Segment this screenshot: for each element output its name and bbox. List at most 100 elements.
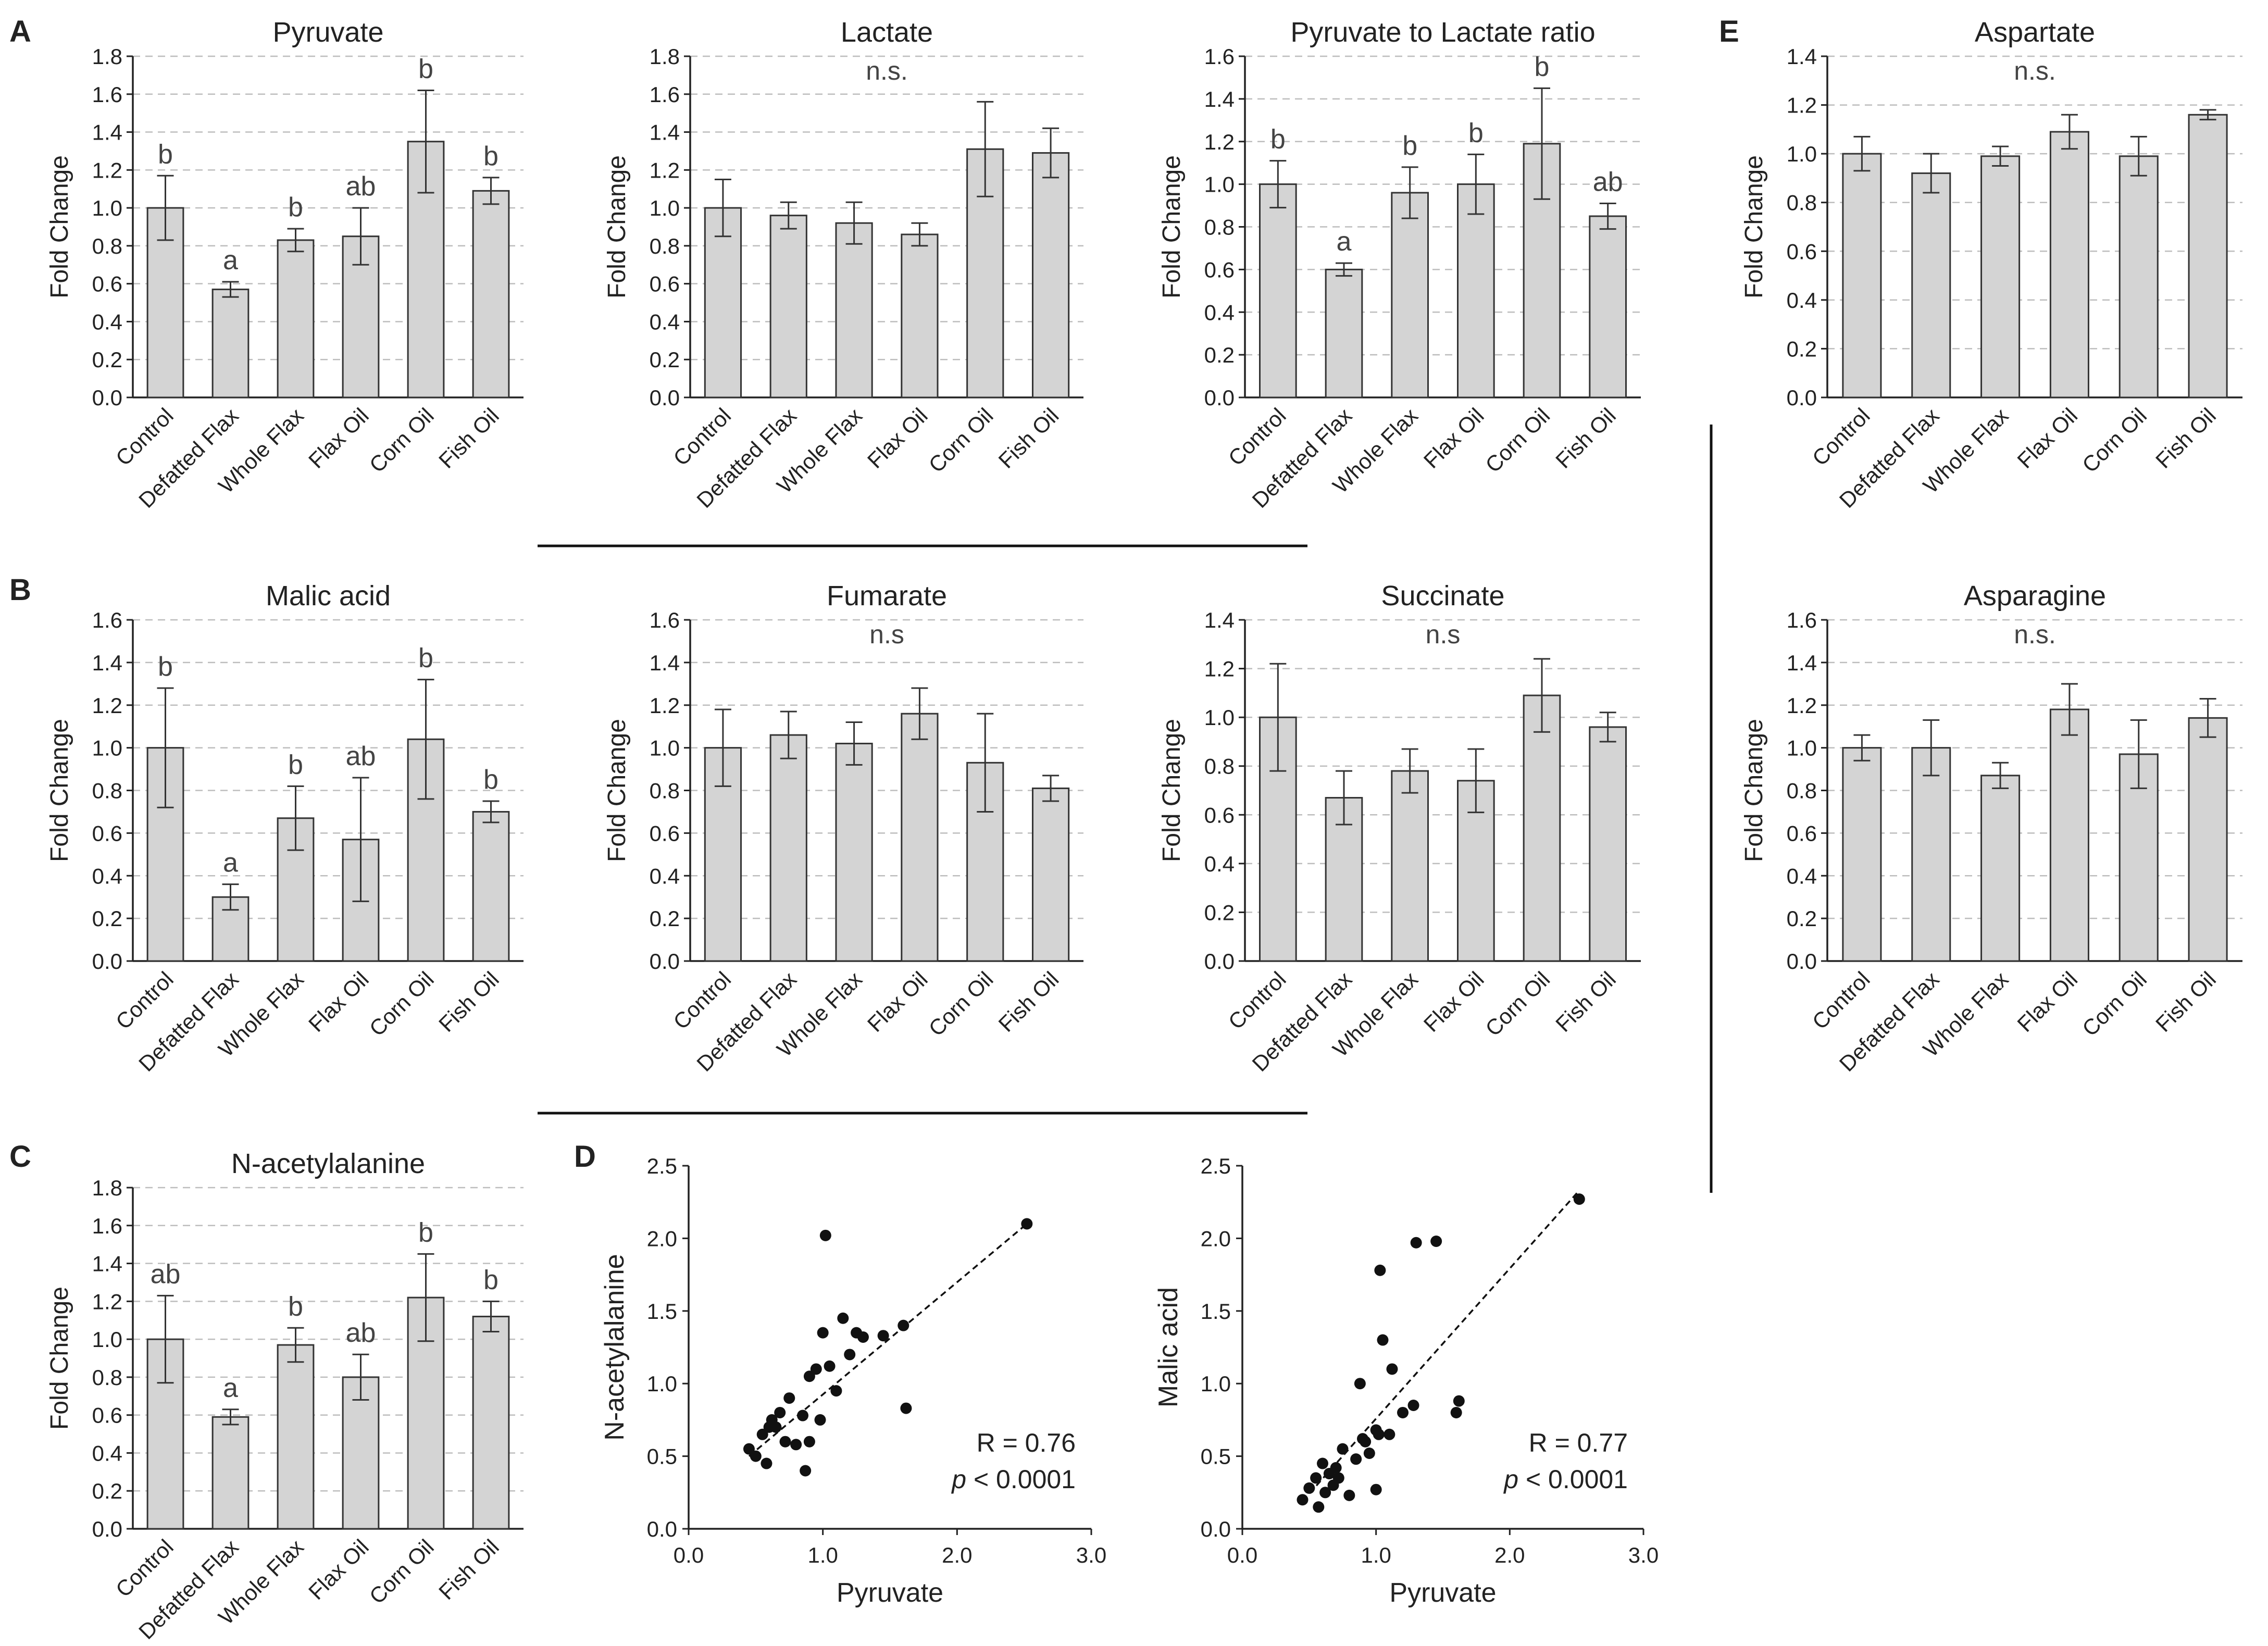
y-tick-label: 0.0	[650, 385, 680, 410]
y-tick-label: 0.4	[92, 309, 122, 334]
y-tick-label: 1.6	[92, 608, 122, 632]
x-category-label: Control	[668, 967, 736, 1034]
bar	[1325, 268, 1363, 398]
data-point	[1384, 1428, 1395, 1440]
data-point	[1450, 1406, 1462, 1418]
y-tick-label: 0.6	[650, 821, 680, 845]
p-value-text: p < 0.0001	[1503, 1465, 1628, 1494]
x-tick-label: 3.0	[1628, 1543, 1659, 1567]
bar	[2188, 114, 2228, 398]
y-tick-label: 1.0	[1204, 172, 1235, 197]
x-category-label: Fish Oil	[434, 1535, 504, 1604]
data-point	[1430, 1235, 1442, 1247]
significance-letter: ab	[151, 1259, 181, 1289]
significance-letter: b	[158, 652, 173, 682]
chart-title: Succinate	[1381, 580, 1504, 612]
x-tick-label: 0.0	[1227, 1543, 1257, 1567]
data-point	[779, 1436, 791, 1448]
chart-lactate: 0.0 0.2 0.4 0.6 0.8 1.0 1.2 1.4 1.6 1.8 Fold Chang…	[603, 17, 1083, 513]
y-axis-label: Malic acid	[1153, 1287, 1183, 1407]
significance-letter: b	[483, 765, 499, 795]
x-category-label: Flax Oil	[304, 403, 373, 473]
significance-letter: b	[1535, 52, 1550, 82]
x-category-label: Flax Oil	[1419, 967, 1489, 1037]
y-tick-label: 0.0	[92, 949, 122, 974]
x-category-label: Corn Oil	[365, 1535, 439, 1608]
data-point	[1332, 1472, 1344, 1484]
y-tick-label: 0.6	[92, 272, 122, 296]
significance-letter: b	[1402, 131, 1417, 161]
data-point	[1360, 1436, 1372, 1448]
y-axis-label: Fold Change	[1158, 719, 1186, 862]
data-point	[803, 1436, 815, 1448]
y-tick-label: 1.8	[650, 44, 680, 69]
y-tick-label: 1.4	[1204, 608, 1235, 632]
significance-letter: a	[223, 1373, 238, 1403]
bar	[1391, 770, 1429, 962]
data-point	[1453, 1395, 1465, 1407]
data-point	[1330, 1462, 1342, 1474]
y-tick-label: 1.2	[1204, 657, 1235, 681]
data-point	[1297, 1494, 1309, 1506]
y-tick-label: 0.0	[92, 385, 122, 410]
chart-malic_acid: 0.0 0.2 0.4 0.6 0.8 1.0 1.2 1.4 1.6 Fold Change Ma…	[46, 580, 524, 1076]
data-point	[1303, 1482, 1315, 1494]
bar	[1842, 153, 1882, 398]
bar	[1523, 694, 1561, 962]
bar	[835, 742, 873, 962]
y-tick-label: 0.8	[1787, 779, 1817, 803]
data-point	[1350, 1453, 1362, 1465]
data-point	[750, 1450, 762, 1462]
x-category-label: Flax Oil	[2012, 403, 2082, 473]
p-value: < 0.0001	[966, 1465, 1076, 1494]
y-tick-label: 2.5	[1201, 1154, 1231, 1178]
regression-line	[748, 1223, 1028, 1457]
x-tick-label: 1.0	[1361, 1543, 1391, 1567]
y-tick-label: 1.8	[92, 1176, 122, 1200]
y-tick-label: 0.4	[650, 864, 680, 888]
y-tick-label: 1.2	[92, 1289, 122, 1314]
chart-title: Aspartate	[1975, 17, 2095, 48]
data-point	[1021, 1218, 1033, 1230]
y-tick-label: 0.0	[1787, 385, 1817, 410]
data-point	[1407, 1400, 1419, 1412]
data-point	[817, 1327, 829, 1339]
y-tick-label: 1.0	[92, 196, 122, 220]
y-tick-label: 1.2	[650, 693, 680, 718]
y-axis-label: Fold Change	[1740, 155, 1768, 298]
y-tick-label: 1.6	[650, 608, 680, 632]
chart-title: Lactate	[841, 17, 933, 48]
significance-letter: b	[418, 643, 433, 674]
data-point	[1410, 1237, 1422, 1249]
y-axis-label: Fold Change	[603, 155, 631, 298]
data-point	[761, 1457, 772, 1469]
x-category-label: Flax Oil	[1419, 403, 1489, 473]
bar	[2188, 717, 2228, 962]
x-tick-label: 0.0	[674, 1543, 704, 1567]
p-symbol: p	[1503, 1465, 1518, 1494]
x-category-label: Corn Oil	[924, 403, 998, 477]
significance-letter: b	[483, 141, 499, 171]
data-point	[1310, 1472, 1322, 1484]
correlation-r: R = 0.76	[977, 1428, 1076, 1457]
bar	[835, 222, 873, 398]
chart-title: Fumarate	[827, 580, 947, 612]
x-category-label: Corn Oil	[365, 403, 439, 477]
y-tick-label: 1.2	[1204, 130, 1235, 154]
y-tick-label: 1.0	[1787, 736, 1817, 760]
data-point	[844, 1349, 856, 1361]
bar	[1911, 747, 1951, 962]
data-point	[1370, 1483, 1382, 1495]
significance-letter: ab	[346, 1318, 376, 1348]
chart-title: Pyruvate	[272, 17, 383, 48]
y-tick-label: 0.2	[92, 1479, 122, 1503]
y-tick-label: 1.2	[1787, 693, 1817, 718]
x-category-label: Fish Oil	[1551, 403, 1621, 473]
x-category-label: Fish Oil	[434, 403, 504, 473]
y-axis-label: Fold Change	[46, 719, 73, 862]
x-axis-label: Pyruvate	[1389, 1578, 1496, 1608]
chart-fumarate: 0.0 0.2 0.4 0.6 0.8 1.0 1.2 1.4 1.6 Fold Change Fu…	[603, 580, 1083, 1076]
chart-n_acetylalanine: 0.0 0.2 0.4 0.6 0.8 1.0 1.2 1.4 1.6 1.8 Fold Chang…	[46, 1148, 524, 1644]
chart-scatter_nacetyl: 0.0 0.5 1.0 1.5 2.0 2.5 0.0 1.0 2.0 3.0 Pyruvate N-…	[600, 1154, 1106, 1608]
y-tick-label: 1.4	[650, 120, 680, 145]
